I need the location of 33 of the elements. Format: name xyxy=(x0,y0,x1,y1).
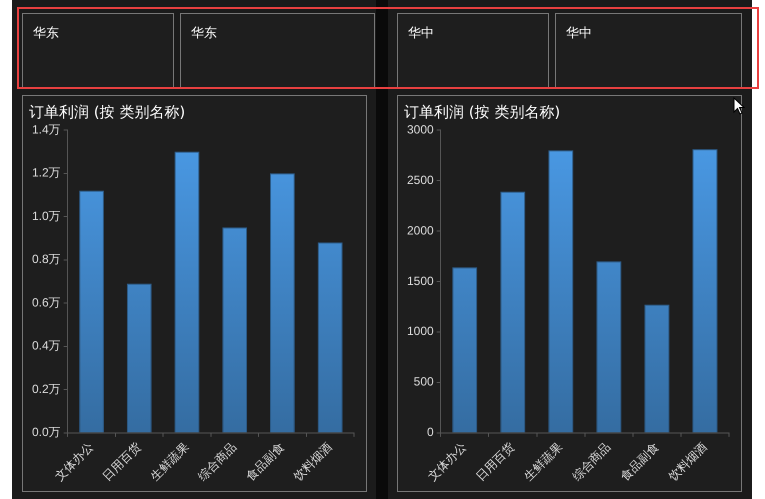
chart-title: 订单利润 (按 类别名称) xyxy=(404,102,560,121)
text: 华东 xyxy=(33,25,59,42)
y-tick-label: 0.0万 xyxy=(32,425,61,440)
x-tick-label: 文体办公 xyxy=(425,440,470,484)
y-tick-label: 0 xyxy=(427,425,434,440)
x-tick-label: 日用百货 xyxy=(100,440,144,484)
text: 华中 xyxy=(566,25,592,42)
x-tick-label: 生鲜蔬果 xyxy=(148,440,192,484)
x-tick-label: 食品副食 xyxy=(618,440,662,484)
y-tick-label: 2000 xyxy=(406,223,434,238)
x-tick-label: 文体办公 xyxy=(52,440,96,484)
y-tick-label: 1.2万 xyxy=(32,166,61,180)
y-tick-label: 1.0万 xyxy=(32,208,61,223)
y-tick-label: 1000 xyxy=(406,324,434,338)
y-tick-label: 500 xyxy=(414,374,434,389)
y-tick-label: 0.6万 xyxy=(32,295,61,310)
text: 华东 xyxy=(191,25,217,42)
x-tick-label: 日用百货 xyxy=(473,440,518,484)
x-tick-label: 饮料烟酒 xyxy=(290,440,335,484)
chart-title: 订单利润 (按 类别名称) xyxy=(29,102,186,121)
y-tick-label: 0.2万 xyxy=(32,382,61,396)
y-tick-label: 0.8万 xyxy=(32,252,61,266)
y-tick-label: 1.4万 xyxy=(32,122,61,136)
x-tick-label: 综合商品 xyxy=(569,440,614,484)
y-tick-label: 3000 xyxy=(406,122,434,136)
x-tick-label: 饮料烟酒 xyxy=(664,440,710,484)
text: 华中 xyxy=(408,25,434,42)
y-tick-label: 0.4万 xyxy=(32,338,61,353)
y-tick-label: 2500 xyxy=(406,172,434,187)
x-tick-label: 综合商品 xyxy=(195,440,240,484)
x-tick-label: 生鲜蔬果 xyxy=(521,440,566,484)
y-tick-label: 1500 xyxy=(406,274,434,288)
x-tick-label: 食品副食 xyxy=(243,440,287,484)
